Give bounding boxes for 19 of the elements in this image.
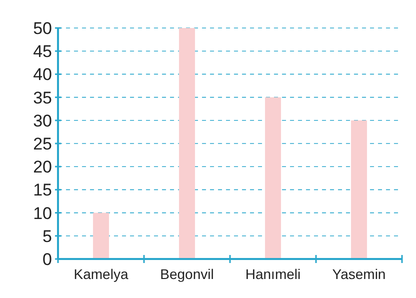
x-tick-label: Kamelya [74,266,128,282]
y-tick-label: 40 [33,65,52,84]
y-tick-label: 25 [33,134,52,154]
bar [93,212,109,259]
x-tick-label: Begonvil [160,266,214,282]
bar [179,28,195,259]
y-tick-label: 50 [33,18,52,38]
bar [351,120,367,259]
x-tick-label: Hanımeli [245,266,301,282]
y-tick-label: 10 [33,204,52,223]
y-tick-label: 20 [33,158,52,177]
y-tick-label: 45 [33,42,52,62]
x-tick-label: Yasemin [332,266,386,282]
y-tick-label: 15 [33,180,52,200]
bar [265,97,281,259]
y-tick-label: 30 [33,111,52,130]
y-tick-label: 0 [42,250,52,269]
y-tick-label: 5 [42,226,52,246]
y-tick-label: 35 [33,88,52,108]
